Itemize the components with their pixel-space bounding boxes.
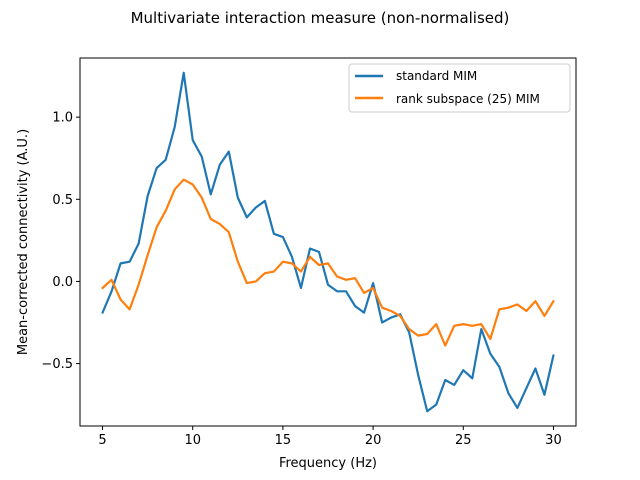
x-tick-label: 30 (545, 433, 562, 448)
y-tick-label: 0.0 (52, 275, 73, 290)
series-line-0 (101, 71, 555, 413)
y-tick-label: 0.5 (52, 193, 73, 208)
y-axis-label: Mean-corrected connectivity (A.U.) (16, 129, 31, 355)
chart-title: Multivariate interaction measure (non-no… (131, 9, 510, 27)
y-tick-label: 1.0 (52, 111, 73, 126)
legend: standard MIM rank subspace (25) MIM (348, 63, 571, 113)
x-tick-label: 5 (98, 433, 106, 448)
legend-box (348, 63, 571, 113)
y-tick-label: −0.5 (41, 357, 73, 372)
x-tick-label: 10 (184, 433, 201, 448)
plot-frame (79, 57, 577, 427)
x-axis-label: Frequency (Hz) (279, 456, 377, 471)
legend-label-standard-mim: standard MIM (396, 69, 477, 83)
x-tick-label: 15 (275, 433, 292, 448)
series-line-1 (101, 178, 555, 347)
legend-label-rank-subspace-mim: rank subspace (25) MIM (396, 92, 540, 106)
x-tick-label: 20 (365, 433, 382, 448)
x-tick-label: 25 (455, 433, 472, 448)
